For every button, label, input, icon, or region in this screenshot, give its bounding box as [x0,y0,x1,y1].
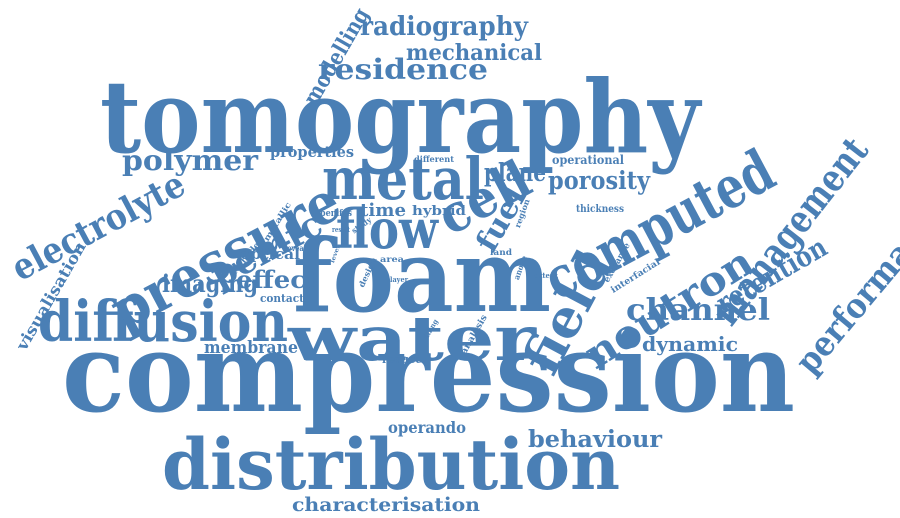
word-effect: effect [236,265,318,294]
word-extent: extent [534,271,558,280]
word-radiography: radiography [360,12,528,42]
word-residence: residence [318,53,488,86]
word-operando: operando [388,418,466,437]
word-channel: channel [626,293,770,328]
word-thickness: thickness [576,204,624,215]
word-dynamic: dynamic [642,332,738,356]
word-contact: contact [260,292,304,305]
word-membrane: membrane [204,338,298,358]
word-diffusion: diffusion [38,289,288,355]
word-properties: properties [270,143,354,161]
word-tomography: tomography [100,58,700,176]
word-result: result [332,225,350,234]
word-behaviour: behaviour [528,426,662,453]
word-operational: operational [552,153,624,167]
word-characterisation: characterisation [292,494,480,516]
word-imaging: imaging [162,269,258,298]
word-distribution: distribution [162,423,620,506]
word-flow: flow [336,197,438,261]
word-layer: layer [390,275,408,284]
word-reduce: reduce [382,353,422,366]
word-plane: plane [484,158,546,187]
word-reveal: reveal [284,243,306,253]
word-foam: foam [293,217,551,335]
word-hybrid: hybrid [412,204,466,219]
word-mechanical: mechanical [406,40,542,66]
word-time: time [360,200,406,221]
word-porosity: porosity [548,166,650,195]
word-different: different [414,154,454,164]
word-compression: compression [62,308,795,437]
word-area: area [380,254,404,264]
word-polymer: polymer [122,144,258,177]
word-land: land [490,247,512,257]
word-metal: metal [322,145,484,213]
word-water: water [288,302,536,375]
word-optical: optical [240,245,300,263]
word-pemfcs: pemfcs [320,209,352,219]
